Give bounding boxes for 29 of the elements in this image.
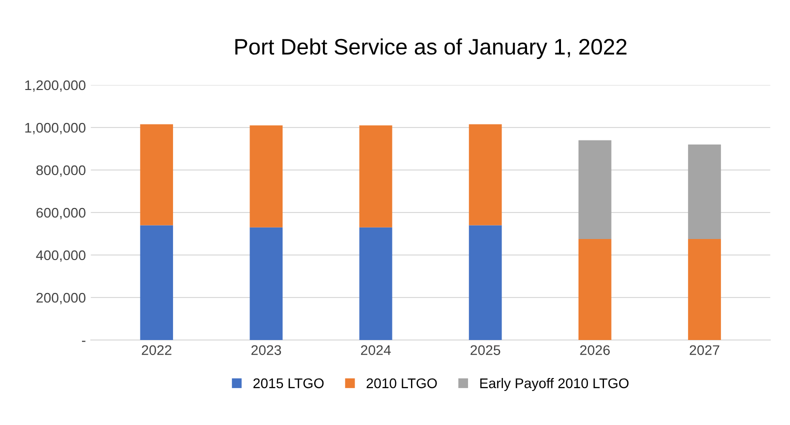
- bar: [688, 144, 721, 240]
- y-tick-label: 1,200,000: [25, 80, 86, 92]
- bar: [140, 124, 174, 226]
- x-tick-label: 2022: [142, 345, 172, 356]
- x-tick-label: 2025: [470, 345, 500, 356]
- x-tick-label: 2026: [580, 345, 610, 356]
- bar: [250, 227, 283, 340]
- y-tick-label: 800,000: [36, 165, 86, 177]
- x-tick-label: 2027: [690, 345, 720, 356]
- bar: [578, 239, 612, 340]
- y-tick-label: 400,000: [36, 250, 86, 262]
- bar: [359, 125, 392, 228]
- bar: [578, 140, 612, 240]
- bar: [359, 227, 392, 340]
- y-tick-label: 1,000,000: [25, 122, 86, 134]
- y-tick-label: 600,000: [36, 208, 86, 220]
- bar: [468, 225, 502, 340]
- bar: [140, 225, 174, 340]
- legend-label: 2015 LTGO: [253, 378, 324, 388]
- legend-label: Early Payoff 2010 LTGO: [480, 378, 629, 391]
- bar: [688, 239, 721, 340]
- chart-title: Port Debt Service as of January 1, 2022: [235, 38, 626, 60]
- x-tick-label: 2024: [361, 345, 391, 356]
- y-tick-label: 200,000: [36, 292, 86, 304]
- bar: [250, 125, 283, 228]
- legend-label: 2010 LTGO: [366, 378, 437, 388]
- bar: [468, 124, 502, 226]
- x-tick-label: 2023: [251, 345, 282, 356]
- y-tick-label: -: [82, 340, 86, 342]
